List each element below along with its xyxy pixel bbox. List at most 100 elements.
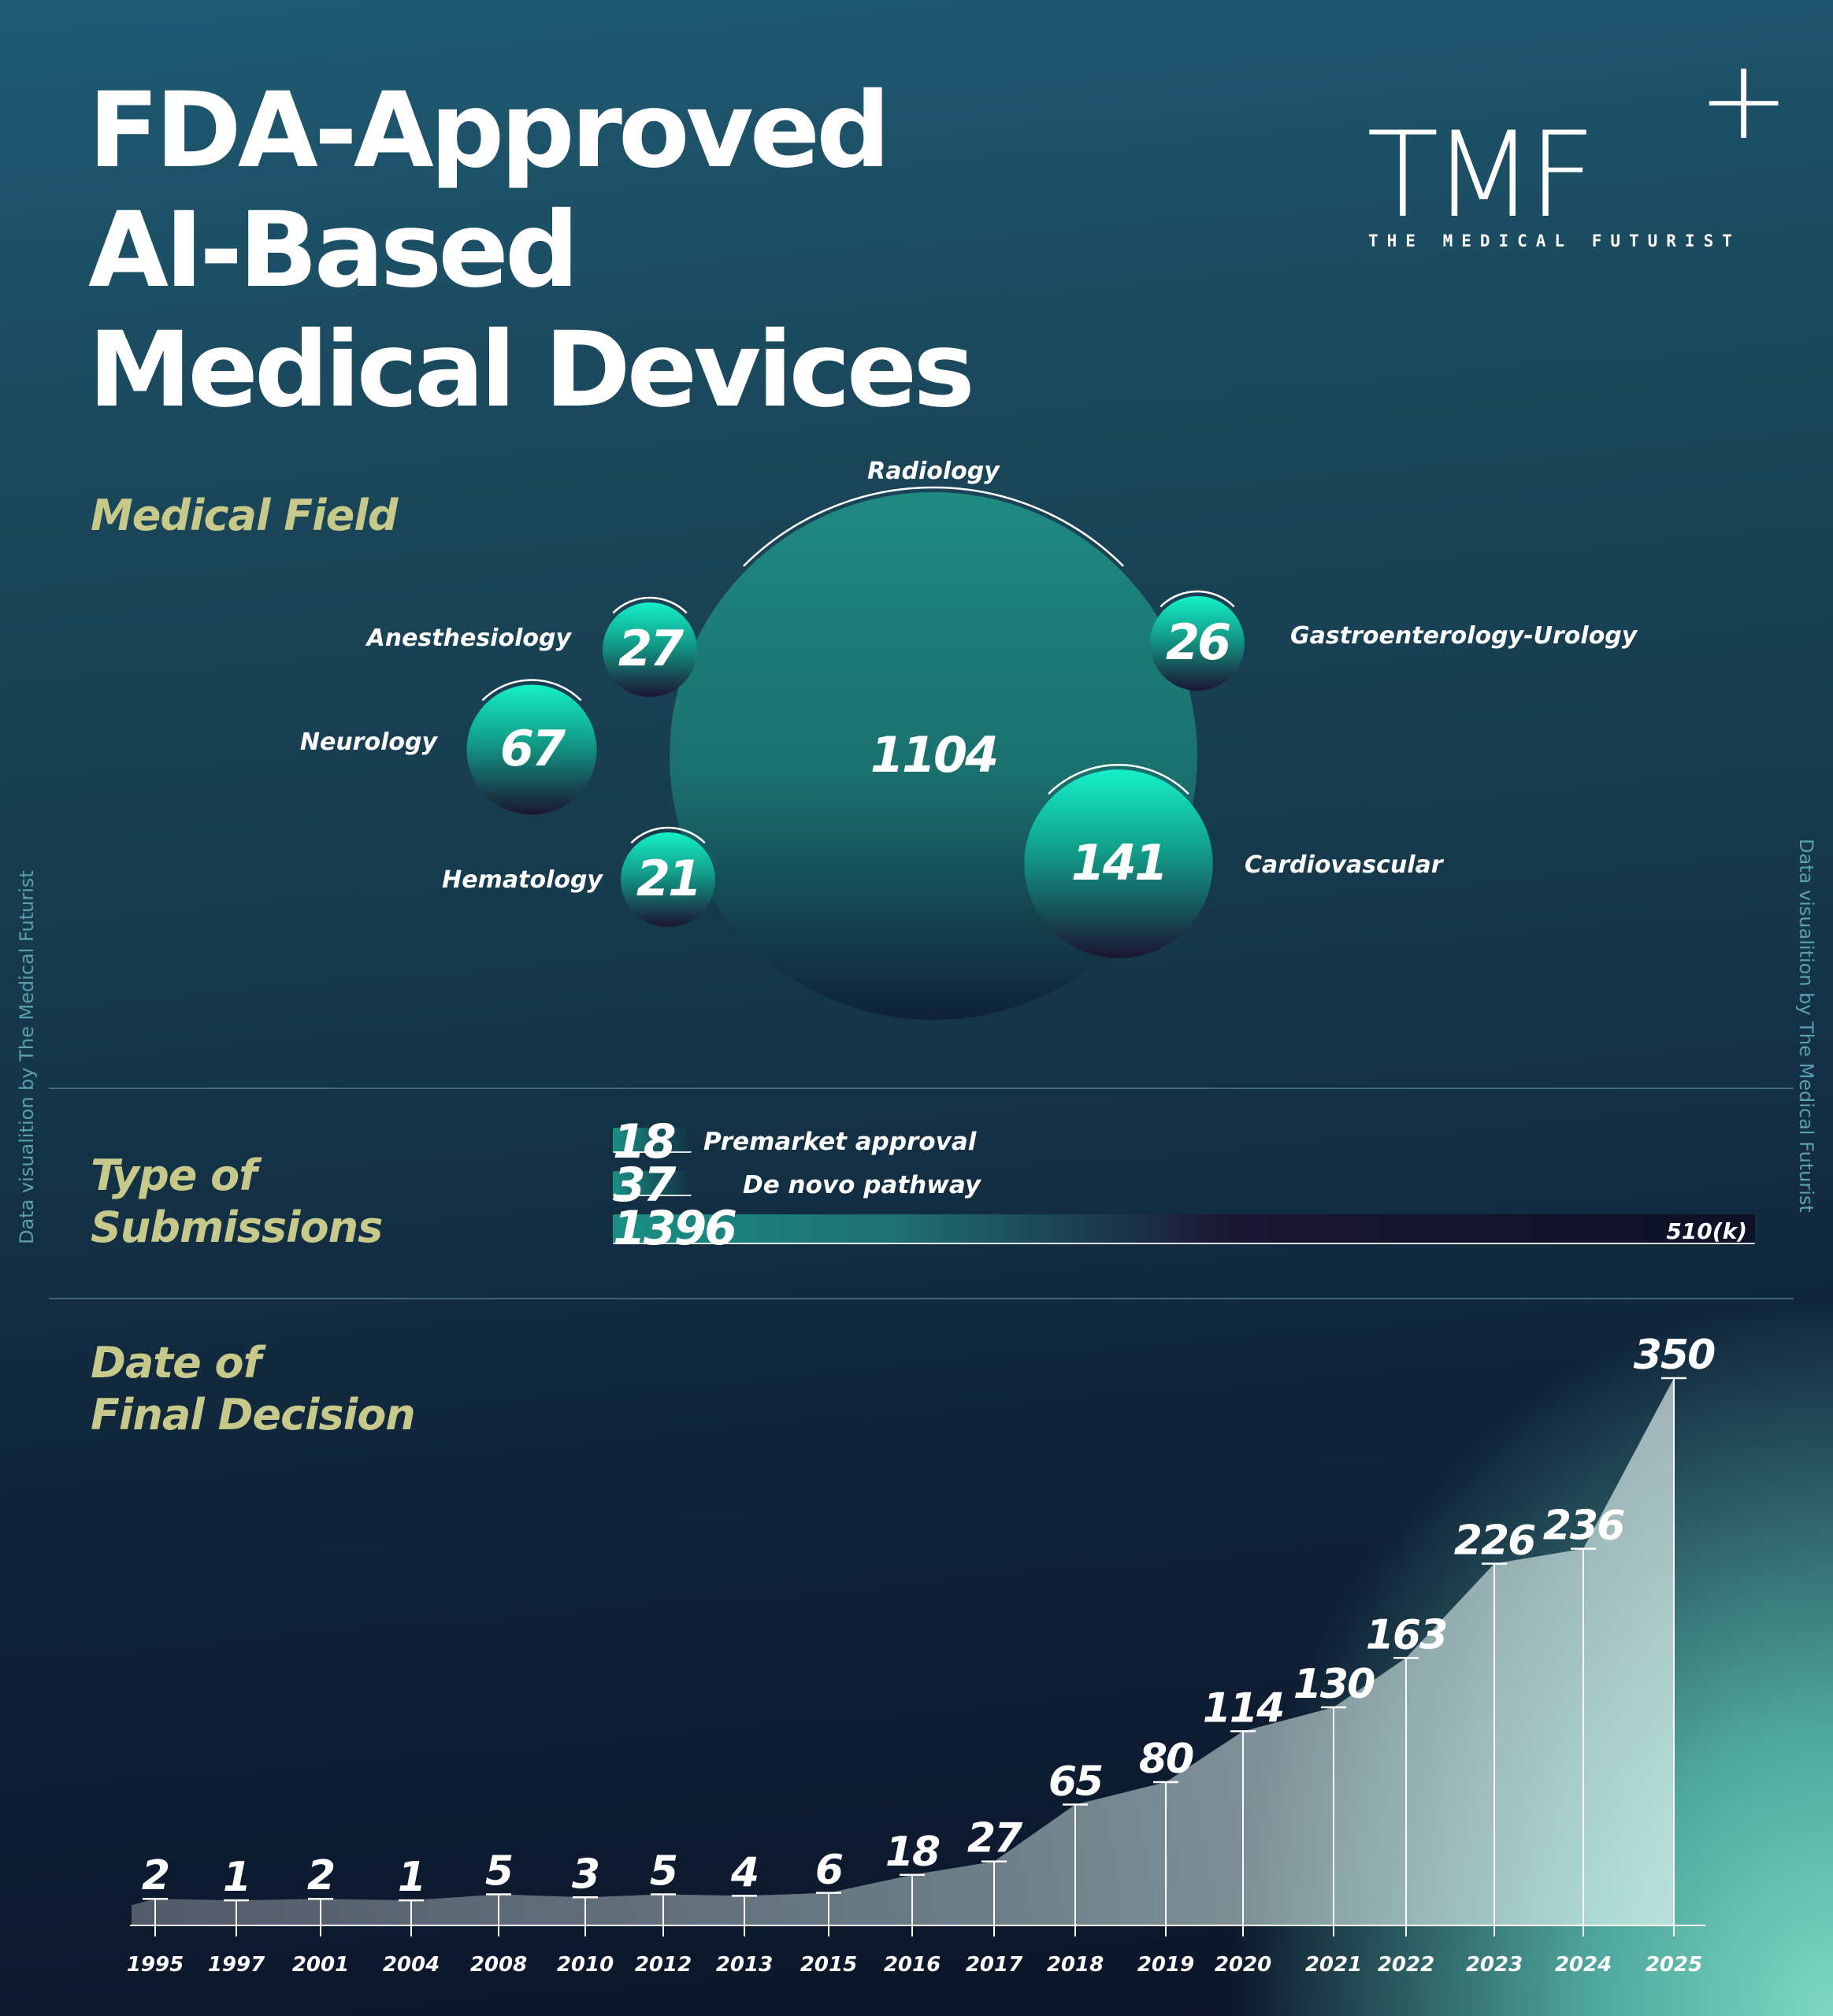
bubble-value-anesthesiology: 27 <box>618 620 685 677</box>
timeline-point-2023: 226 2023 <box>1454 1518 1537 1977</box>
timeline-point-2018: 65 2018 <box>1047 1758 1104 1977</box>
data-label-2017: 27 <box>967 1815 1023 1862</box>
data-label-2001: 2 <box>307 1852 334 1899</box>
timeline-point-2013: 4 2013 <box>716 1849 773 1977</box>
bubble-gastroenterology-urology: 26 Gastroenterology-Urology <box>1150 590 1638 691</box>
timeline-point-2010: 3 2010 <box>557 1851 614 1977</box>
data-label-2012: 5 <box>650 1848 677 1896</box>
timeline-point-1997: 1 1997 <box>208 1854 265 1977</box>
bubble-circle-anesthesiology <box>603 602 697 697</box>
timeline-point-2020: 114 2020 <box>1203 1684 1286 1977</box>
submission-row-de-novo-pathway: 37 De novo pathway <box>613 1162 1755 1209</box>
title-line-1: FDA-Approved <box>88 70 891 191</box>
bubble-outline-hematology <box>630 826 706 844</box>
data-label-2015: 6 <box>815 1847 843 1894</box>
date-label-line-1: Date of <box>91 1338 262 1388</box>
timeline-point-2001: 2 2001 <box>292 1852 349 1977</box>
timeline-point-2016: 18 2016 <box>884 1829 941 1977</box>
bubble-outline-gastroenterology-urology <box>1160 590 1235 608</box>
submission-value-premarket-approval: 18 <box>613 1114 676 1169</box>
tick-label-2025: 2025 <box>1646 1953 1702 1977</box>
timeline-point-2024: 236 2024 <box>1543 1503 1626 1977</box>
timeline-point-2015: 6 2015 <box>800 1847 857 1977</box>
logo-plus-icon: + <box>1698 36 1790 165</box>
tick-label-2023: 2023 <box>1466 1953 1523 1977</box>
tick-label-2013: 2013 <box>716 1953 773 1977</box>
data-label-2008: 5 <box>485 1848 512 1896</box>
title-line-2: AI-Based <box>88 190 579 311</box>
timeline-point-2022: 163 2022 <box>1366 1611 1449 1977</box>
bubble-value-cardiovascular: 141 <box>1071 834 1166 891</box>
data-label-2023: 226 <box>1454 1518 1535 1565</box>
page-title: FDA-Approved AI-Based Medical Devices <box>88 70 975 431</box>
tick-label-2020: 2020 <box>1215 1953 1271 1977</box>
submission-bar-510-k <box>613 1214 1755 1244</box>
tick-label-2017: 2017 <box>966 1953 1023 1977</box>
data-label-2010: 3 <box>572 1851 599 1898</box>
data-label-2018: 65 <box>1048 1758 1102 1806</box>
submission-label-de-novo-pathway: De novo pathway <box>743 1171 981 1199</box>
data-label-2020: 114 <box>1203 1684 1284 1732</box>
tick-label-1995: 1995 <box>127 1953 184 1977</box>
bubble-outline-anesthesiology <box>612 596 688 614</box>
data-label-2021: 130 <box>1293 1661 1375 1708</box>
timeline-point-2017: 27 2017 <box>966 1815 1025 1977</box>
submission-value-de-novo-pathway: 37 <box>613 1158 676 1213</box>
data-label-2024: 236 <box>1543 1503 1624 1550</box>
timeline-point-2025: 350 2025 <box>1634 1332 1716 1977</box>
data-label-2004: 1 <box>398 1854 425 1901</box>
submissions-label-line-1: Type of <box>91 1151 258 1200</box>
bubble-outline-neurology <box>481 679 582 702</box>
submission-row-510-k: 1396 510(k) <box>613 1205 1755 1252</box>
bubble-hematology: 21 Hematology <box>442 826 715 927</box>
data-label-2025: 350 <box>1634 1332 1715 1379</box>
submissions-label-line-2: Submissions <box>91 1203 383 1252</box>
area-fill <box>132 1378 1674 1925</box>
bubble-outline-radiology <box>742 486 1125 567</box>
section-label-date: Date of Final Decision <box>91 1337 416 1441</box>
tick-label-2022: 2022 <box>1378 1953 1434 1977</box>
bubble-neurology: 67 Neurology <box>300 679 597 815</box>
bubble-circle-cardiovascular <box>1024 769 1213 958</box>
timeline-area-chart: 2 1995 1 1997 2 2001 1 2004 5 2008 3 2010 5 2012 4 2013… <box>127 1332 1716 1977</box>
timeline-point-2012: 5 2012 <box>635 1848 692 1977</box>
bubble-circle-hematology <box>621 832 715 927</box>
bubble-cardiovascular: 141 Cardiovascular <box>1024 764 1445 958</box>
tick-label-2012: 2012 <box>635 1953 692 1977</box>
bubble-outline-cardiovascular <box>1048 764 1189 795</box>
submission-bar-premarket-approval <box>613 1128 692 1153</box>
tick-label-2001: 2001 <box>292 1953 349 1977</box>
section-label-submissions: Type of Submissions <box>91 1150 383 1254</box>
data-label-2019: 80 <box>1139 1736 1193 1783</box>
tick-label-2019: 2019 <box>1137 1953 1194 1977</box>
title-line-3: Medical Devices <box>88 309 975 431</box>
date-label-line-2: Final Decision <box>91 1390 416 1440</box>
tick-label-2018: 2018 <box>1047 1953 1104 1977</box>
tmf-logo: TMF + THE MEDICAL FUTURIST <box>1367 46 1790 258</box>
bubble-label-neurology: Neurology <box>300 728 439 756</box>
submission-label-510-k: 510(k) <box>1666 1218 1747 1244</box>
bubble-circle-neurology <box>466 684 597 815</box>
tick-label-2008: 2008 <box>470 1953 527 1977</box>
data-label-2013: 4 <box>730 1849 758 1896</box>
timeline-point-1995: 2 1995 <box>127 1852 184 1977</box>
data-label-2022: 163 <box>1366 1611 1447 1658</box>
section-label-field: Medical Field <box>91 491 398 540</box>
timeline-point-2004: 1 2004 <box>383 1854 440 1977</box>
data-label-2016: 18 <box>885 1829 940 1876</box>
bubble-value-hematology: 21 <box>636 850 699 907</box>
data-label-1997: 1 <box>223 1854 250 1901</box>
bubble-anesthesiology: 27 Anesthesiology <box>365 596 697 697</box>
bubble-chart: 1104 Radiology 141 Cardiovascular 67 Neurolog… <box>300 458 1638 1020</box>
bubble-value-radiology: 1104 <box>870 726 997 784</box>
timeline-point-2021: 130 2021 <box>1293 1661 1376 1977</box>
submissions-chart: 18 Premarket approval 37 De novo pathway 139… <box>613 1118 1763 1260</box>
submission-bar-de-novo-pathway <box>613 1171 692 1196</box>
bubble-label-hematology: Hematology <box>442 866 603 894</box>
bubble-label-radiology: Radiology <box>867 458 1000 485</box>
logo-subtitle: THE MEDICAL FUTURIST <box>1368 232 1741 250</box>
bubble-label-anesthesiology: Anesthesiology <box>365 624 573 652</box>
tick-label-2016: 2016 <box>884 1953 941 1977</box>
tick-label-2004: 2004 <box>383 1953 440 1977</box>
tick-label-1997: 1997 <box>208 1953 265 1977</box>
